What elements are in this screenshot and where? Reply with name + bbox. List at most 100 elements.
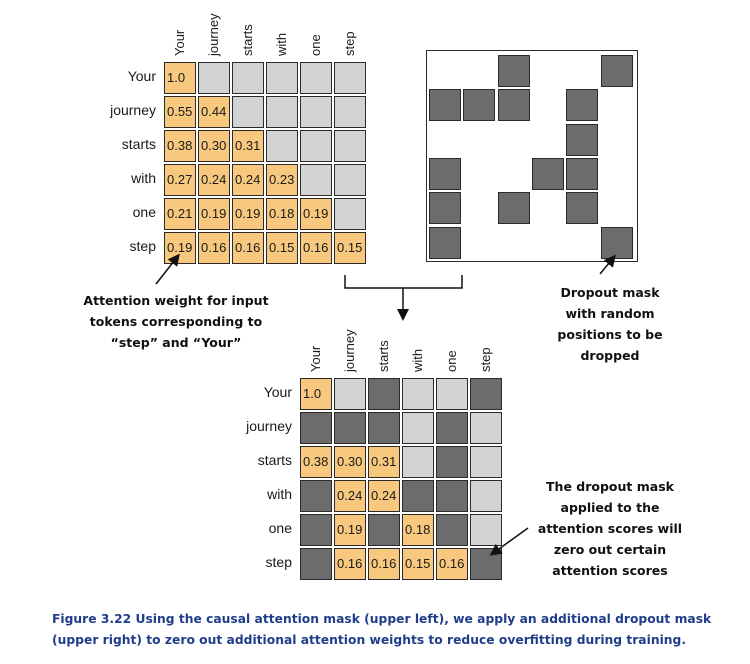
causal-cell: 0.16 — [300, 232, 332, 264]
applied-cell — [334, 412, 366, 444]
applied-cell: 1.0 — [300, 378, 332, 410]
applied-cell — [470, 514, 502, 546]
dropout-mask-cell — [531, 157, 564, 190]
row-label-journey: journey — [110, 102, 156, 118]
causal-cell: 1.0 — [164, 62, 196, 94]
causal-cell — [334, 198, 366, 230]
row-label-with: with — [267, 486, 292, 502]
attention-weight-annotation: Attention weight for input tokens corres… — [83, 293, 269, 350]
applied-cell — [368, 514, 400, 546]
dropout-mask-cell — [566, 123, 599, 156]
applied-cell — [300, 548, 332, 580]
causal-cell: 0.15 — [334, 232, 366, 264]
causal-cell — [334, 96, 366, 128]
causal-cell — [334, 164, 366, 196]
row-label-with: with — [131, 170, 156, 186]
causal-cell: 0.38 — [164, 130, 196, 162]
merge-bracket — [344, 275, 463, 289]
causal-cell: 0.19 — [198, 198, 230, 230]
causal-cell — [300, 96, 332, 128]
applied-cell — [436, 446, 468, 478]
causal-cell: 0.15 — [266, 232, 298, 264]
dropout-mask-cell — [429, 226, 461, 259]
applied-cell: 0.16 — [436, 548, 468, 580]
applied-cell: 0.38 — [300, 446, 332, 478]
causal-cell: 0.24 — [198, 164, 230, 196]
applied-cell — [402, 412, 434, 444]
applied-cell — [334, 378, 366, 410]
causal-cell: 0.16 — [232, 232, 264, 264]
dropout-mask-cell — [463, 89, 496, 122]
dropout-mask-cell — [600, 55, 633, 87]
row-label-journey: journey — [246, 418, 292, 434]
applied-cell: 0.31 — [368, 446, 400, 478]
row-label-starts: starts — [121, 136, 156, 152]
applied-cell: 0.30 — [334, 446, 366, 478]
causal-cell: 0.44 — [198, 96, 230, 128]
causal-cell: 0.55 — [164, 96, 196, 128]
dropout-mask-cell — [566, 89, 599, 122]
row-label-starts: starts — [257, 452, 292, 468]
causal-cell: 0.31 — [232, 130, 264, 162]
causal-cell — [232, 96, 264, 128]
applied-cell: 0.16 — [334, 548, 366, 580]
causal-cell: 0.21 — [164, 198, 196, 230]
row-label-your: Your — [127, 68, 156, 84]
applied-cell — [300, 514, 332, 546]
causal-cell — [334, 62, 366, 94]
applied-cell: 0.24 — [334, 480, 366, 512]
applied-cell — [470, 548, 502, 580]
applied-cell — [470, 412, 502, 444]
row-label-one: one — [132, 204, 156, 220]
dropout-mask-cell — [566, 192, 599, 225]
dropout-mask-cell — [600, 226, 633, 259]
dropout-mask-cell — [566, 157, 599, 190]
dropout-mask-cell — [429, 89, 461, 122]
applied-cell: 0.19 — [334, 514, 366, 546]
causal-cell — [266, 130, 298, 162]
row-label-one: one — [268, 520, 292, 536]
applied-cell — [368, 378, 400, 410]
applied-cell — [402, 378, 434, 410]
causal-cell: 0.16 — [198, 232, 230, 264]
causal-cell: 0.24 — [232, 164, 264, 196]
causal-cell — [232, 62, 264, 94]
causal-cell — [300, 130, 332, 162]
applied-cell — [470, 446, 502, 478]
applied-cell — [300, 412, 332, 444]
causal-cell: 0.30 — [198, 130, 230, 162]
applied-cell — [402, 446, 434, 478]
applied-cell: 0.18 — [402, 514, 434, 546]
causal-cell: 0.18 — [266, 198, 298, 230]
causal-cell — [266, 62, 298, 94]
row-label-step: step — [265, 554, 292, 570]
dropout-mask-cell — [429, 192, 461, 225]
causal-cell — [300, 164, 332, 196]
figure-caption: Figure 3.22 Using the causal attention m… — [52, 612, 712, 647]
applied-pointer-arrow — [489, 527, 529, 556]
applied-cell — [300, 480, 332, 512]
row-label-your: Your — [263, 384, 292, 400]
applied-cell — [402, 480, 434, 512]
dropout-applied-annotation: The dropout mask applied to the attentio… — [537, 479, 683, 578]
causal-cell — [266, 96, 298, 128]
dropout-mask-cell — [497, 192, 530, 225]
applied-cell — [368, 412, 400, 444]
causal-cell: 0.27 — [164, 164, 196, 196]
dropout-pointer-arrow — [599, 254, 616, 275]
applied-cell — [436, 514, 468, 546]
dropout-mask-cell — [429, 157, 461, 190]
applied-cell: 0.15 — [402, 548, 434, 580]
applied-cell — [470, 378, 502, 410]
applied-cell — [470, 480, 502, 512]
row-label-step: step — [129, 238, 156, 254]
attention-pointer-arrow — [155, 253, 180, 285]
applied-cell — [436, 412, 468, 444]
applied-cell: 0.24 — [368, 480, 400, 512]
causal-cell: 0.19 — [232, 198, 264, 230]
causal-cell: 0.19 — [300, 198, 332, 230]
applied-cell — [436, 480, 468, 512]
applied-cell: 0.16 — [368, 548, 400, 580]
dropout-mask-annotation: Dropout mask with random positions to be… — [557, 285, 663, 363]
